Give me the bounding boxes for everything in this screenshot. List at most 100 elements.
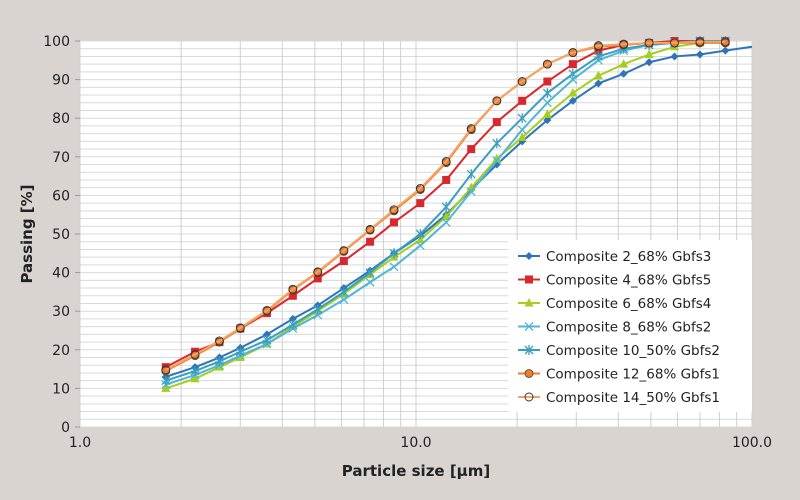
legend-label: Composite 6_68% Gbfs4 — [546, 296, 711, 312]
open-circle-marker — [542, 59, 552, 69]
star-marker — [288, 319, 298, 330]
star-marker — [313, 304, 323, 315]
diamond-marker — [619, 69, 628, 78]
x-marker — [466, 187, 476, 196]
legend-label: Composite 10_50% Gbfs2 — [546, 343, 720, 359]
circle-marker — [524, 369, 534, 378]
open-circle-marker — [190, 349, 200, 359]
star-marker — [466, 169, 476, 180]
legend-item: Composite 6_68% Gbfs4 — [518, 296, 711, 312]
square-marker — [288, 291, 297, 300]
star-marker — [262, 335, 272, 346]
x-marker — [524, 322, 534, 331]
triangle-marker — [517, 132, 527, 141]
open-circle-marker — [644, 38, 654, 48]
diamond-marker — [721, 46, 730, 55]
triangle-marker — [214, 362, 224, 371]
open-circle-marker — [593, 41, 603, 51]
star-marker — [517, 113, 527, 124]
triangle-marker — [542, 109, 552, 118]
diamond-marker — [288, 314, 297, 323]
x-marker — [441, 217, 451, 227]
y-tick-label: 40 — [52, 266, 70, 282]
series-5 — [161, 36, 730, 386]
legend-item: Composite 2_68% Gbfs3 — [518, 249, 711, 265]
series-7 — [161, 37, 730, 375]
star-marker — [524, 345, 534, 355]
y-axis-title: Passing [%] — [18, 184, 36, 283]
open-circle-marker — [492, 96, 502, 106]
diamond-marker — [568, 96, 577, 105]
square-marker — [525, 275, 533, 284]
square-marker — [518, 96, 527, 105]
triangle-marker — [235, 352, 245, 362]
legend-label: Composite 8_68% Gbfs2 — [546, 320, 711, 336]
y-tick-label: 20 — [52, 343, 70, 359]
open-circle-marker — [517, 77, 527, 86]
y-tick-label: 30 — [52, 304, 70, 320]
legend-item: Composite 10_50% Gbfs2 — [518, 343, 720, 359]
triangle-marker — [593, 70, 603, 80]
x-marker — [492, 156, 502, 166]
x-tick-label: 1.0 — [69, 435, 91, 451]
star-marker — [593, 51, 603, 62]
square-marker — [492, 118, 501, 127]
y-tick-label: 80 — [52, 111, 70, 127]
star-marker — [542, 88, 552, 99]
x-marker — [365, 277, 375, 287]
open-circle-marker — [720, 37, 730, 47]
star-marker — [568, 68, 578, 79]
legend-item: Composite 4_68% Gbfs5 — [518, 273, 711, 289]
square-marker — [442, 175, 451, 184]
legend-label: Composite 14_50% Gbfs1 — [546, 390, 720, 406]
triangle-marker — [568, 88, 578, 97]
y-tick-label: 100 — [43, 34, 70, 50]
diamond-marker — [670, 52, 679, 61]
open-circle-marker — [288, 284, 298, 294]
open-circle-marker — [524, 392, 534, 402]
legend-label: Composite 12_68% Gbfs1 — [546, 367, 720, 383]
x-marker — [339, 295, 349, 305]
star-marker — [415, 229, 425, 239]
open-circle-marker — [466, 124, 476, 134]
triangle-marker — [644, 49, 654, 59]
open-circle-marker — [365, 224, 375, 234]
open-circle-marker — [313, 267, 323, 277]
y-tick-label: 70 — [52, 150, 70, 166]
y-tick-label: 0 — [61, 420, 70, 436]
diamond-marker — [645, 58, 654, 67]
star-marker — [214, 356, 224, 367]
triangle-marker — [492, 153, 502, 163]
legend-item: Composite 12_68% Gbfs1 — [518, 367, 720, 383]
y-tick-label: 90 — [52, 73, 70, 89]
x-tick-label: 10.0 — [400, 435, 431, 451]
x-marker — [415, 241, 425, 251]
y-tick-label: 10 — [52, 381, 70, 397]
legend-label: Composite 2_68% Gbfs3 — [546, 249, 711, 265]
star-marker — [161, 375, 171, 386]
x-marker — [542, 98, 552, 108]
x-marker — [389, 262, 399, 272]
open-circle-marker — [670, 38, 679, 48]
open-circle-marker — [235, 323, 245, 333]
series-line — [165, 40, 726, 371]
y-tick-label: 60 — [52, 188, 70, 204]
square-marker — [339, 257, 348, 266]
triangle-marker — [524, 298, 534, 307]
series-layer — [161, 36, 753, 392]
open-circle-marker — [214, 336, 224, 346]
open-circle-marker — [619, 39, 629, 49]
star-marker — [190, 366, 200, 377]
square-marker — [568, 60, 577, 69]
legend-item: Composite 8_68% Gbfs2 — [518, 320, 711, 336]
star-marker — [492, 138, 502, 149]
diamond-marker — [543, 116, 552, 125]
star-marker — [235, 346, 245, 357]
square-marker — [543, 77, 552, 86]
y-tick-label: 50 — [52, 227, 70, 243]
open-circle-marker — [695, 37, 705, 47]
square-marker — [467, 145, 476, 154]
open-circle-marker — [262, 305, 272, 315]
diamond-marker — [525, 252, 533, 260]
